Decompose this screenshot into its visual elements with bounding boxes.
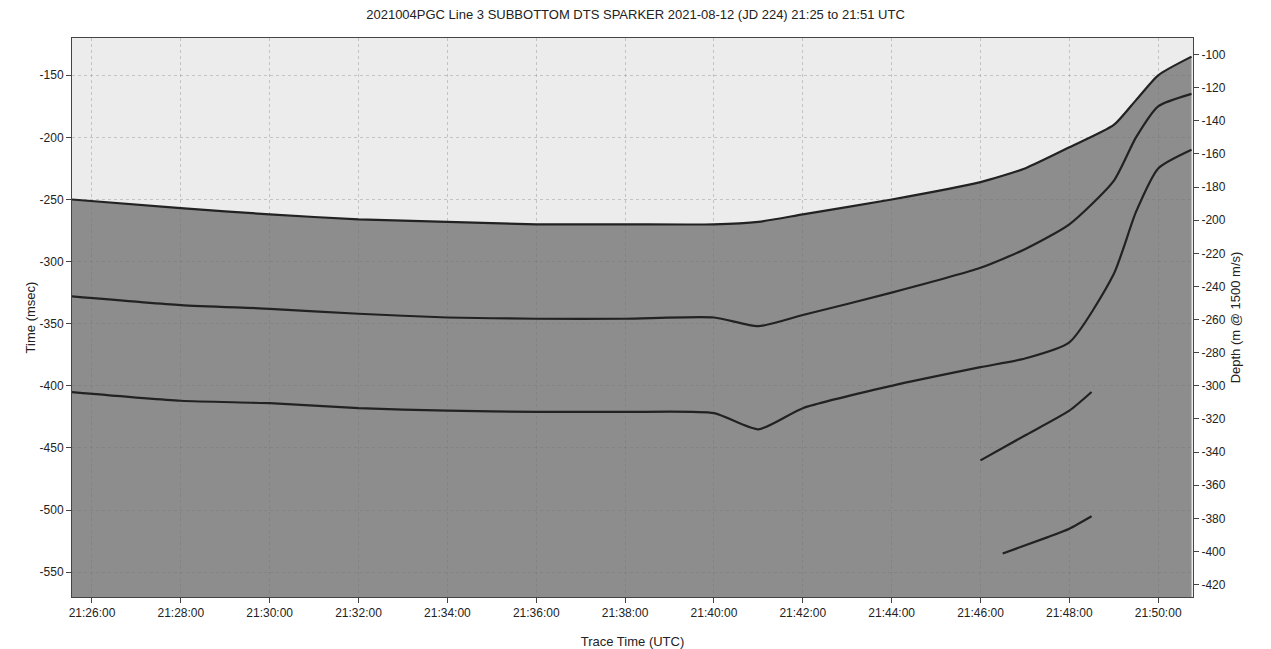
svg-text:21:46:00: 21:46:00 <box>957 606 1004 620</box>
svg-text:-160: -160 <box>1201 147 1225 161</box>
svg-text:21:50:00: 21:50:00 <box>1135 606 1182 620</box>
svg-text:Depth (m @ 1500 m/s): Depth (m @ 1500 m/s) <box>1228 252 1243 384</box>
svg-text:-350: -350 <box>40 317 64 331</box>
svg-text:21:40:00: 21:40:00 <box>691 606 738 620</box>
svg-text:-220: -220 <box>1201 247 1225 261</box>
svg-text:-250: -250 <box>40 193 64 207</box>
svg-text:21:32:00: 21:32:00 <box>335 606 382 620</box>
svg-text:2021004PGC Line 3 SUBBOTTOM DT: 2021004PGC Line 3 SUBBOTTOM DTS SPARKER … <box>366 7 905 22</box>
svg-text:-500: -500 <box>40 503 64 517</box>
svg-text:-280: -280 <box>1201 346 1225 360</box>
svg-text:-400: -400 <box>1201 545 1225 559</box>
svg-text:-120: -120 <box>1201 81 1225 95</box>
svg-text:21:30:00: 21:30:00 <box>246 606 293 620</box>
svg-text:21:48:00: 21:48:00 <box>1046 606 1093 620</box>
svg-text:-360: -360 <box>1201 478 1225 492</box>
svg-text:-180: -180 <box>1201 180 1225 194</box>
svg-text:Trace Time (UTC): Trace Time (UTC) <box>581 634 685 649</box>
svg-text:-400: -400 <box>40 379 64 393</box>
svg-text:-140: -140 <box>1201 114 1225 128</box>
svg-text:-150: -150 <box>40 68 64 82</box>
svg-text:-550: -550 <box>40 565 64 579</box>
svg-text:-200: -200 <box>40 131 64 145</box>
svg-text:21:34:00: 21:34:00 <box>424 606 471 620</box>
svg-text:-380: -380 <box>1201 512 1225 526</box>
svg-text:Time (msec): Time (msec) <box>23 282 38 354</box>
svg-text:21:26:00: 21:26:00 <box>69 606 116 620</box>
svg-text:21:28:00: 21:28:00 <box>157 606 204 620</box>
svg-text:-240: -240 <box>1201 280 1225 294</box>
svg-text:-200: -200 <box>1201 213 1225 227</box>
svg-text:21:44:00: 21:44:00 <box>868 606 915 620</box>
svg-text:-300: -300 <box>1201 379 1225 393</box>
svg-text:-340: -340 <box>1201 445 1225 459</box>
svg-text:21:36:00: 21:36:00 <box>513 606 560 620</box>
svg-text:-260: -260 <box>1201 313 1225 327</box>
svg-text:-450: -450 <box>40 441 64 455</box>
svg-text:-420: -420 <box>1201 578 1225 592</box>
svg-text:-320: -320 <box>1201 412 1225 426</box>
svg-text:-300: -300 <box>40 255 64 269</box>
svg-text:-100: -100 <box>1201 48 1225 62</box>
svg-text:21:42:00: 21:42:00 <box>779 606 826 620</box>
svg-text:21:38:00: 21:38:00 <box>602 606 649 620</box>
